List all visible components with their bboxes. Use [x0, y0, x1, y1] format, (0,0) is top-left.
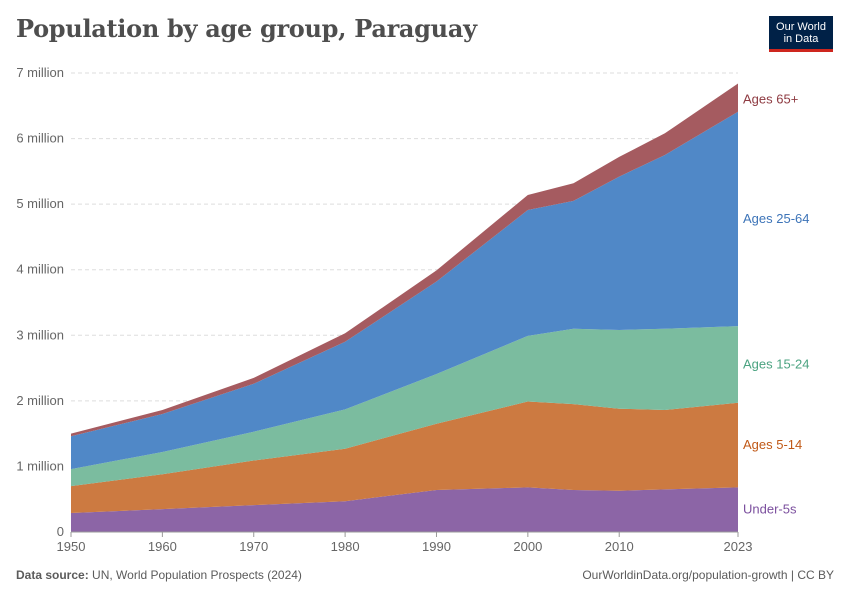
x-tick-label: 1980	[331, 539, 360, 554]
area-ages-5-14	[71, 401, 738, 513]
area-series	[71, 83, 738, 532]
logo-line-1: Our World	[776, 21, 826, 33]
axes: 0 1 million 2 million 3 million 4 million 5 m…	[16, 65, 752, 554]
y-tick-label: 5 million	[16, 196, 64, 211]
y-tick-label: 2 million	[16, 393, 64, 408]
data-source-text: UN, World Population Prospects (2024)	[92, 568, 302, 582]
series-label: Ages 5-14	[743, 437, 802, 452]
data-source: Data source: UN, World Population Prospe…	[16, 568, 302, 582]
area-under-5s	[71, 487, 738, 532]
series-labels: Under-5s Ages 5-14 Ages 15-24 Ages 25-64 Age…	[743, 91, 810, 516]
y-tick-label: 7 million	[16, 65, 64, 80]
x-tick-label: 1960	[148, 539, 177, 554]
x-tick-label: 1950	[57, 539, 86, 554]
chart-title: Population by age group, Paraguay	[16, 14, 477, 43]
series-label: Ages 25-64	[743, 211, 810, 226]
area-ages-25-64	[71, 111, 738, 470]
series-label: Ages 15-24	[743, 356, 810, 371]
area-ages-15-24	[71, 326, 738, 487]
data-source-label: Data source:	[16, 568, 89, 582]
y-tick-label: 6 million	[16, 131, 64, 146]
owid-logo[interactable]: Our World in Data	[769, 16, 833, 52]
x-tick-label: 1970	[239, 539, 268, 554]
x-tick-label: 2010	[605, 539, 634, 554]
series-label: Under-5s	[743, 502, 797, 517]
x-tick-label: 1990	[422, 539, 451, 554]
url-license[interactable]: OurWorldinData.org/population-growth | C…	[582, 568, 834, 582]
logo-line-2: in Data	[783, 33, 819, 45]
x-tick-label: 2023	[724, 539, 753, 554]
y-tick-label: 0	[57, 524, 64, 539]
y-tick-label: 4 million	[16, 262, 64, 277]
y-tick-label: 3 million	[16, 327, 64, 342]
series-label: Ages 65+	[743, 91, 798, 106]
y-tick-label: 1 million	[16, 458, 64, 473]
x-tick-label: 2000	[513, 539, 542, 554]
